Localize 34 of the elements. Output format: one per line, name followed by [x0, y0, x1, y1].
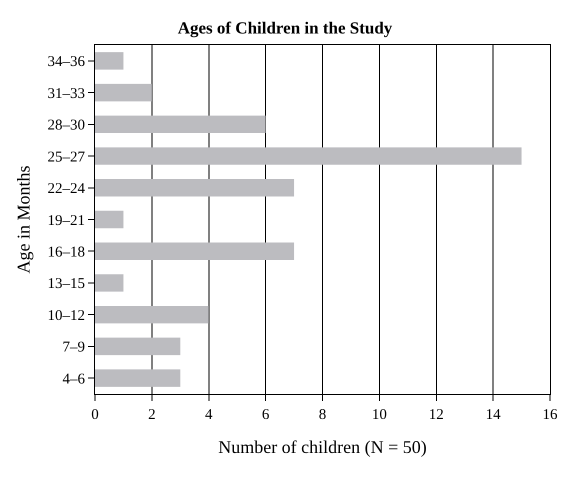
y-tick-label: 10–12	[48, 308, 85, 324]
bar	[95, 274, 124, 292]
y-tick-label: 19–21	[48, 212, 85, 229]
bar	[95, 147, 522, 165]
bar	[95, 52, 124, 70]
x-tick-label: 12	[428, 407, 444, 423]
x-tick-label: 14	[486, 407, 502, 423]
y-tick-label: 13–15	[48, 276, 85, 292]
x-tick-label: 2	[148, 407, 156, 423]
x-tick-label: 4	[205, 407, 213, 423]
y-tick-label: 31–33	[48, 86, 85, 102]
y-tick-label: 25–27	[48, 149, 86, 166]
bar	[95, 179, 294, 196]
x-tick-label: 0	[91, 407, 99, 423]
x-tick-label: 10	[372, 407, 387, 423]
bar	[95, 116, 266, 134]
x-axis-title: Number of children (N = 50)	[218, 437, 427, 458]
y-tick-label: 22–24	[48, 181, 86, 198]
y-tick-label: 4–6	[62, 371, 86, 388]
y-axis-title: Age in Months	[14, 166, 34, 274]
x-tick-label: 6	[262, 407, 270, 423]
bar	[95, 84, 152, 102]
bar	[95, 210, 124, 228]
bar	[95, 306, 209, 324]
bar	[95, 369, 180, 387]
y-tick-label: 7–9	[62, 340, 85, 356]
y-tick-label: 16–18	[48, 244, 85, 260]
y-tick-label: 34–36	[48, 54, 86, 70]
x-tick-label: 16	[542, 407, 558, 423]
y-tick-label: 28–30	[48, 118, 85, 134]
chart-title: Ages of Children in the Study	[178, 18, 393, 38]
bar	[95, 242, 294, 260]
x-tick-label: 8	[318, 407, 326, 423]
bar	[95, 338, 180, 356]
